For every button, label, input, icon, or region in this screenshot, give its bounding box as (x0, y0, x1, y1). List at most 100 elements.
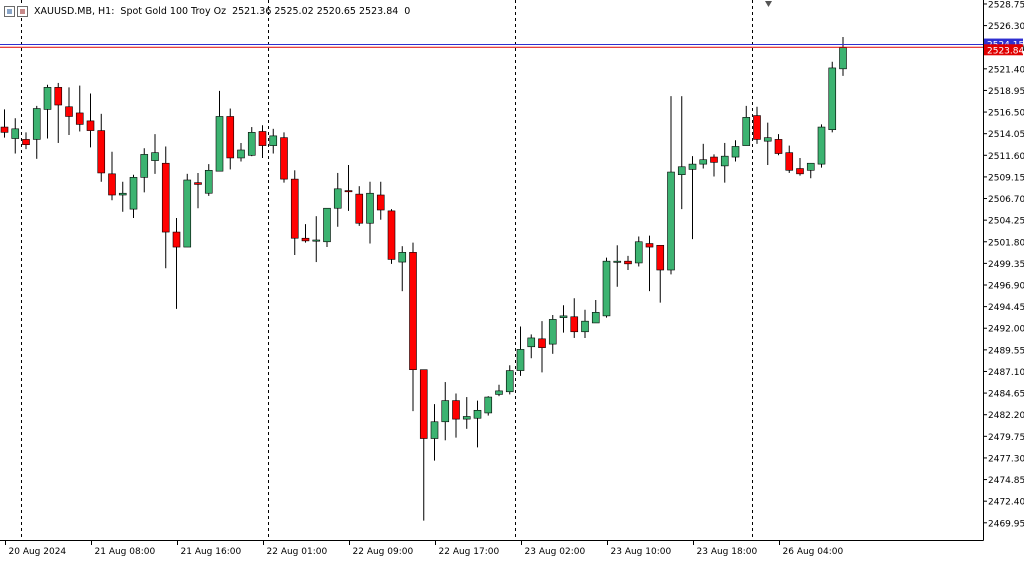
candle-body-bull (806, 162, 815, 171)
candle-body-bear (75, 112, 84, 125)
candle-62 (667, 96, 675, 275)
candle-body-bear (570, 316, 579, 333)
candle-body-bull (667, 171, 675, 271)
candle-40 (430, 404, 439, 461)
candle-26 (280, 132, 288, 183)
candle-1 (11, 118, 20, 154)
candle-19 (204, 164, 213, 196)
candle-body-bull (602, 260, 611, 317)
candle-body-bull (441, 400, 450, 423)
symbol-description: Spot Gold 100 Troy Oz (120, 5, 227, 17)
candle-body-bull (247, 132, 256, 156)
candle-61 (656, 244, 665, 303)
price-tick-label-19: 2482.20 (988, 411, 1024, 421)
candle-54 (581, 309, 589, 338)
candle-17 (183, 173, 192, 248)
candle-20 (215, 90, 224, 172)
candle-body-bear (645, 243, 654, 248)
candle-body-bear (355, 193, 364, 224)
candle-body-bull (366, 192, 374, 224)
price-axis[interactable]: 2528.75 2526.30 2523.84 2521.40 2518.95 2516.… (983, 0, 1024, 529)
candle-39 (419, 369, 428, 521)
candle-body-bear (624, 260, 632, 265)
price-tick-label-18: 2484.65 (988, 390, 1024, 400)
candle-body-bull (731, 146, 740, 158)
candle-body-bull (237, 149, 245, 159)
time-tick-label-3: 22 Aug 01:00 (267, 547, 328, 557)
ohlc-values: 2521.36 2525.02 2520.65 2523.84 (232, 5, 399, 17)
candle-body-bull (527, 337, 536, 348)
candle-body-bull (613, 260, 622, 263)
time-tick-label-2: 21 Aug 16:00 (181, 547, 242, 557)
candle-69 (742, 105, 751, 146)
candle-67 (720, 142, 729, 183)
candle-body-bull (817, 126, 826, 165)
candle-body-bull (430, 421, 439, 439)
candle-49 (527, 334, 536, 359)
candle-37 (398, 246, 407, 292)
candle-body-bull (462, 416, 471, 420)
candle-body-bull (215, 116, 224, 172)
time-axis[interactable]: 20 Aug 2024 21 Aug 08:00 21 Aug 16:00 22 Au… (5, 540, 844, 557)
candle-41 (441, 382, 450, 441)
candle-body-bull (312, 239, 321, 242)
candle-body-bull (688, 163, 697, 170)
candle-50 (538, 321, 546, 373)
time-tick-label-9: 26 Aug 04:00 (783, 547, 844, 557)
candle-body-bull (484, 396, 493, 414)
time-tick-label-8: 23 Aug 18:00 (697, 547, 758, 557)
candle-22 (237, 142, 245, 162)
candle-body-bear (376, 194, 385, 211)
chart-window-icon[interactable] (4, 5, 28, 17)
candle-body-bear (108, 173, 116, 196)
candle-body-bull (699, 159, 708, 165)
candle-body-bear (226, 116, 235, 159)
candle-body-bull (333, 188, 342, 209)
candle-38 (409, 242, 417, 412)
candle-4 (43, 84, 52, 139)
candle-46 (495, 384, 503, 397)
candle-body-bear (97, 130, 106, 174)
candle-25 (269, 128, 278, 154)
candle-body-bull (323, 207, 331, 243)
time-tick-label-1: 21 Aug 08:00 (95, 547, 156, 557)
candle-43 (462, 397, 471, 429)
candle-14 (151, 134, 159, 174)
candle-73 (785, 145, 794, 173)
price-tick-label-14: 2494.45 (988, 303, 1024, 313)
price-tick-label-24: 2469.95 (988, 519, 1024, 529)
candle-32 (344, 165, 353, 211)
candle-body-bull (151, 152, 159, 161)
price-tick-label-1: 2526.30 (988, 22, 1024, 32)
price-tick-label-13: 2496.90 (988, 282, 1024, 292)
candle-body-bear (290, 178, 299, 239)
bid-price-tag-bg (984, 44, 1023, 56)
candle-6 (65, 87, 73, 135)
price-tick-label-16: 2489.55 (988, 346, 1024, 356)
candle-51 (548, 315, 557, 354)
candle-10 (108, 151, 116, 201)
candle-body-bull (720, 155, 729, 167)
candle-29 (312, 216, 321, 263)
candle-body-bull (495, 390, 503, 395)
candle-12 (129, 174, 138, 218)
candle-0 (0, 109, 9, 138)
candle-body-bear (774, 139, 783, 154)
price-lines (0, 44, 983, 48)
symbol-timeframe: XAUUSD.MB, H1: (34, 5, 115, 17)
candle-body-bear (419, 369, 428, 439)
candle-body-bear (710, 156, 718, 163)
price-tick-label-0: 2528.75 (988, 0, 1024, 10)
candle-body-bull (118, 192, 127, 196)
candle-63 (677, 96, 686, 210)
candle-7 (75, 85, 84, 132)
price-tick-label-8: 2509.15 (988, 173, 1024, 183)
candle-28 (301, 224, 310, 243)
candle-body-bear (86, 120, 95, 131)
candle-13 (140, 148, 149, 193)
candle-72 (774, 134, 783, 156)
candle-body-bear (161, 162, 170, 233)
candle-65 (699, 143, 708, 169)
